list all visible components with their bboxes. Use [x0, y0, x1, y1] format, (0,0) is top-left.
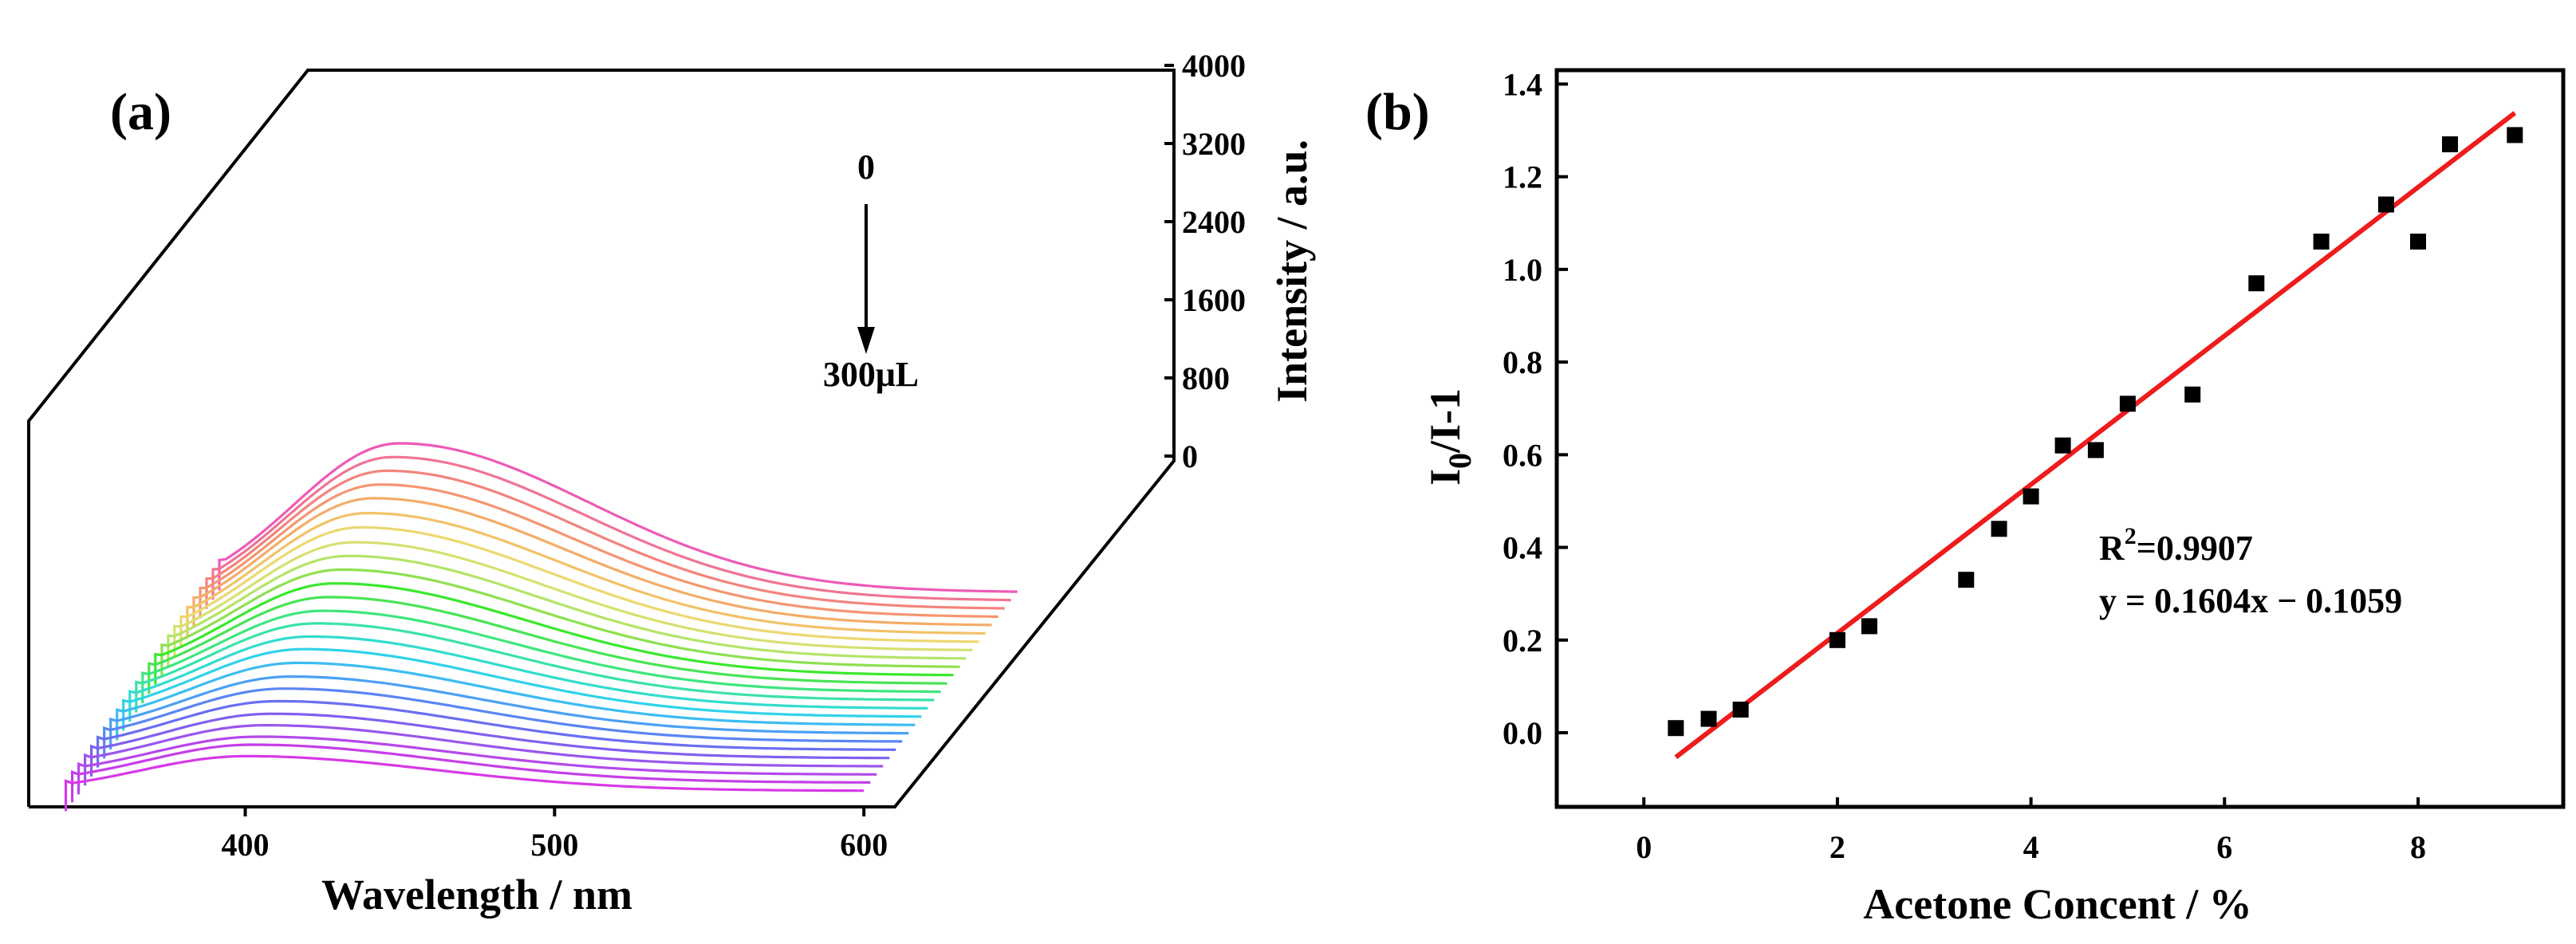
z-tick-label: 4000 [1182, 48, 1246, 84]
y-tick-label: 1.0 [1503, 252, 1542, 288]
y-tick-label: 0.0 [1503, 715, 1542, 751]
x-tick-label: 500 [530, 827, 578, 863]
spectrum-curve [109, 675, 909, 749]
data-point [2023, 488, 2039, 505]
data-point [2119, 395, 2136, 412]
y-tick-label: 0.2 [1503, 623, 1542, 659]
spectrum-curve [218, 442, 1018, 593]
z-tick-label: 2400 [1182, 204, 1246, 240]
waterfall-curves [64, 442, 1018, 812]
x-tick-label: 6 [2216, 829, 2232, 865]
spectrum-curve [71, 743, 871, 803]
data-point [2442, 136, 2458, 152]
spectrum-curve [167, 554, 967, 667]
data-point [1861, 618, 1877, 635]
x-tick-label: 600 [840, 827, 888, 863]
data-point [2184, 386, 2201, 403]
spectrum-curve [122, 647, 922, 731]
fit-line [1674, 111, 2517, 760]
waterfall-frame [27, 69, 1176, 808]
panel-a-label: (a) [110, 83, 171, 141]
y-tick-label: 1.4 [1503, 66, 1542, 102]
wavelength-axis: 400 500 600 [222, 807, 888, 863]
scatter-points [1668, 127, 2523, 737]
data-point [1732, 702, 1749, 718]
spectrum-curve [154, 582, 954, 685]
x-tick-label: 4 [2023, 829, 2039, 865]
y-tick-label: 0.6 [1503, 437, 1542, 473]
spectrum-curve [199, 483, 998, 619]
spectrum-curve [116, 661, 916, 741]
data-point [2087, 442, 2104, 458]
spectrum-curve [141, 609, 941, 704]
z-tick-label: 3200 [1182, 126, 1246, 162]
data-point [1700, 710, 1717, 727]
data-point [1668, 720, 1684, 737]
x-tick-label: 0 [1636, 829, 1652, 865]
direction-arrow-head [857, 327, 875, 354]
x-tick-label: 400 [222, 827, 270, 863]
panel-a: (a) 400 500 600 Wavelength / nm 0 800 16… [27, 48, 1316, 918]
spectrum-curve [211, 455, 1011, 602]
concentration-axis-title: Acetone Concent / % [1863, 880, 2251, 928]
spectrum-curve [148, 596, 947, 694]
y-axis-title-main: I [1421, 469, 1469, 486]
spectrum-curve [77, 735, 877, 795]
spectrum-curve [173, 541, 973, 657]
annotation-start: 0 [857, 148, 875, 187]
y-axis-title-sub: 0 [1442, 453, 1478, 469]
data-point [2313, 234, 2330, 250]
spectrum-curve [186, 511, 986, 638]
r-squared-sup: 2 [2125, 523, 2137, 549]
x-tick-label: 2 [1830, 829, 1845, 865]
data-point [1829, 631, 1845, 648]
spectrum-curve [205, 469, 1005, 610]
annotation-end: 300μL [823, 355, 919, 394]
data-point [2410, 234, 2426, 250]
spectrum-curve [64, 754, 865, 812]
spectrum-curve [135, 622, 935, 713]
intensity-axis: 0 800 1600 2400 3200 4000 [1164, 48, 1246, 474]
y-axis-title-rest: /I-1 [1421, 388, 1469, 454]
intensity-axis-title: Intensity / a.u. [1268, 140, 1316, 403]
data-point [2248, 275, 2265, 292]
z-tick-label: 800 [1182, 360, 1230, 396]
y-tick-label: 0.8 [1503, 344, 1542, 380]
panel-b-label: (b) [1365, 83, 1430, 141]
spectrum-curve [84, 724, 884, 786]
fit-equation: y = 0.1604x − 0.1059 [2099, 581, 2402, 620]
x-tick-label: 8 [2410, 829, 2426, 865]
r-squared-value: =0.9907 [2137, 529, 2253, 568]
spectrum-curve [160, 568, 960, 675]
data-point [1991, 521, 2007, 537]
spectrum-curve [128, 635, 928, 722]
wavelength-axis-title: Wavelength / nm [321, 871, 632, 918]
z-tick-label: 1600 [1182, 282, 1246, 318]
spectrum-curve [103, 687, 903, 759]
spectrum-curve [179, 525, 979, 647]
data-point [2054, 437, 2071, 454]
z-tick-label: 0 [1182, 439, 1198, 474]
r-squared-text: R2=0.9907 [2099, 523, 2253, 568]
y-tick-label: 1.2 [1503, 159, 1542, 195]
spectrum-curve [97, 699, 896, 768]
y-tick-label: 0.4 [1503, 530, 1542, 566]
spectrum-curve [90, 712, 890, 777]
data-point [2377, 196, 2394, 213]
plot-frame [1554, 68, 2566, 809]
spectrum-curve [192, 497, 992, 628]
data-point [2507, 127, 2523, 144]
r-squared-main: R [2099, 529, 2125, 568]
y-axis-title: I0/I-1 [1421, 388, 1478, 486]
data-point [1958, 572, 1975, 588]
panel-b: (b) 0 2 4 6 8 0.0 0.2 0.4 0.6 0.8 [1365, 66, 2566, 928]
scatter-axes: 0 2 4 6 8 0.0 0.2 0.4 0.6 0.8 1.0 1.2 1.… [1503, 66, 2426, 865]
